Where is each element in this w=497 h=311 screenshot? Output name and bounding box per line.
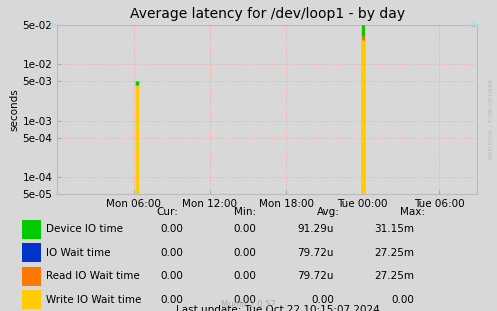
Text: 0.00: 0.00 [160,295,183,305]
Text: 0.00: 0.00 [391,295,414,305]
Text: 79.72u: 79.72u [297,271,334,281]
Text: 0.00: 0.00 [233,295,256,305]
Text: Min:: Min: [234,207,256,217]
Text: 27.25m: 27.25m [374,271,414,281]
Text: Munin 2.0.57: Munin 2.0.57 [221,300,276,309]
Text: 79.72u: 79.72u [297,248,334,258]
Text: Read IO Wait time: Read IO Wait time [47,271,140,281]
Text: 0.00: 0.00 [233,271,256,281]
Text: 91.29u: 91.29u [297,224,334,234]
FancyBboxPatch shape [22,267,41,286]
FancyBboxPatch shape [22,243,41,262]
Text: Last update: Tue Oct 22 10:15:07 2024: Last update: Tue Oct 22 10:15:07 2024 [176,305,380,311]
Y-axis label: seconds: seconds [9,88,20,131]
Text: 0.00: 0.00 [160,248,183,258]
Text: RRDTOOL / TOBI OETIKER: RRDTOOL / TOBI OETIKER [489,78,494,159]
Text: 27.25m: 27.25m [374,248,414,258]
Text: IO Wait time: IO Wait time [47,248,111,258]
Text: 0.00: 0.00 [311,295,334,305]
Text: 0.00: 0.00 [233,224,256,234]
Text: 0.00: 0.00 [233,248,256,258]
FancyBboxPatch shape [22,290,41,309]
Text: Cur:: Cur: [156,207,178,217]
FancyBboxPatch shape [22,220,41,239]
Text: Avg:: Avg: [317,207,339,217]
Text: 0.00: 0.00 [160,224,183,234]
Title: Average latency for /dev/loop1 - by day: Average latency for /dev/loop1 - by day [130,7,405,21]
Text: 31.15m: 31.15m [374,224,414,234]
Text: Device IO time: Device IO time [47,224,123,234]
Text: Max:: Max: [400,207,424,217]
Text: 0.00: 0.00 [160,271,183,281]
Text: Write IO Wait time: Write IO Wait time [47,295,142,305]
